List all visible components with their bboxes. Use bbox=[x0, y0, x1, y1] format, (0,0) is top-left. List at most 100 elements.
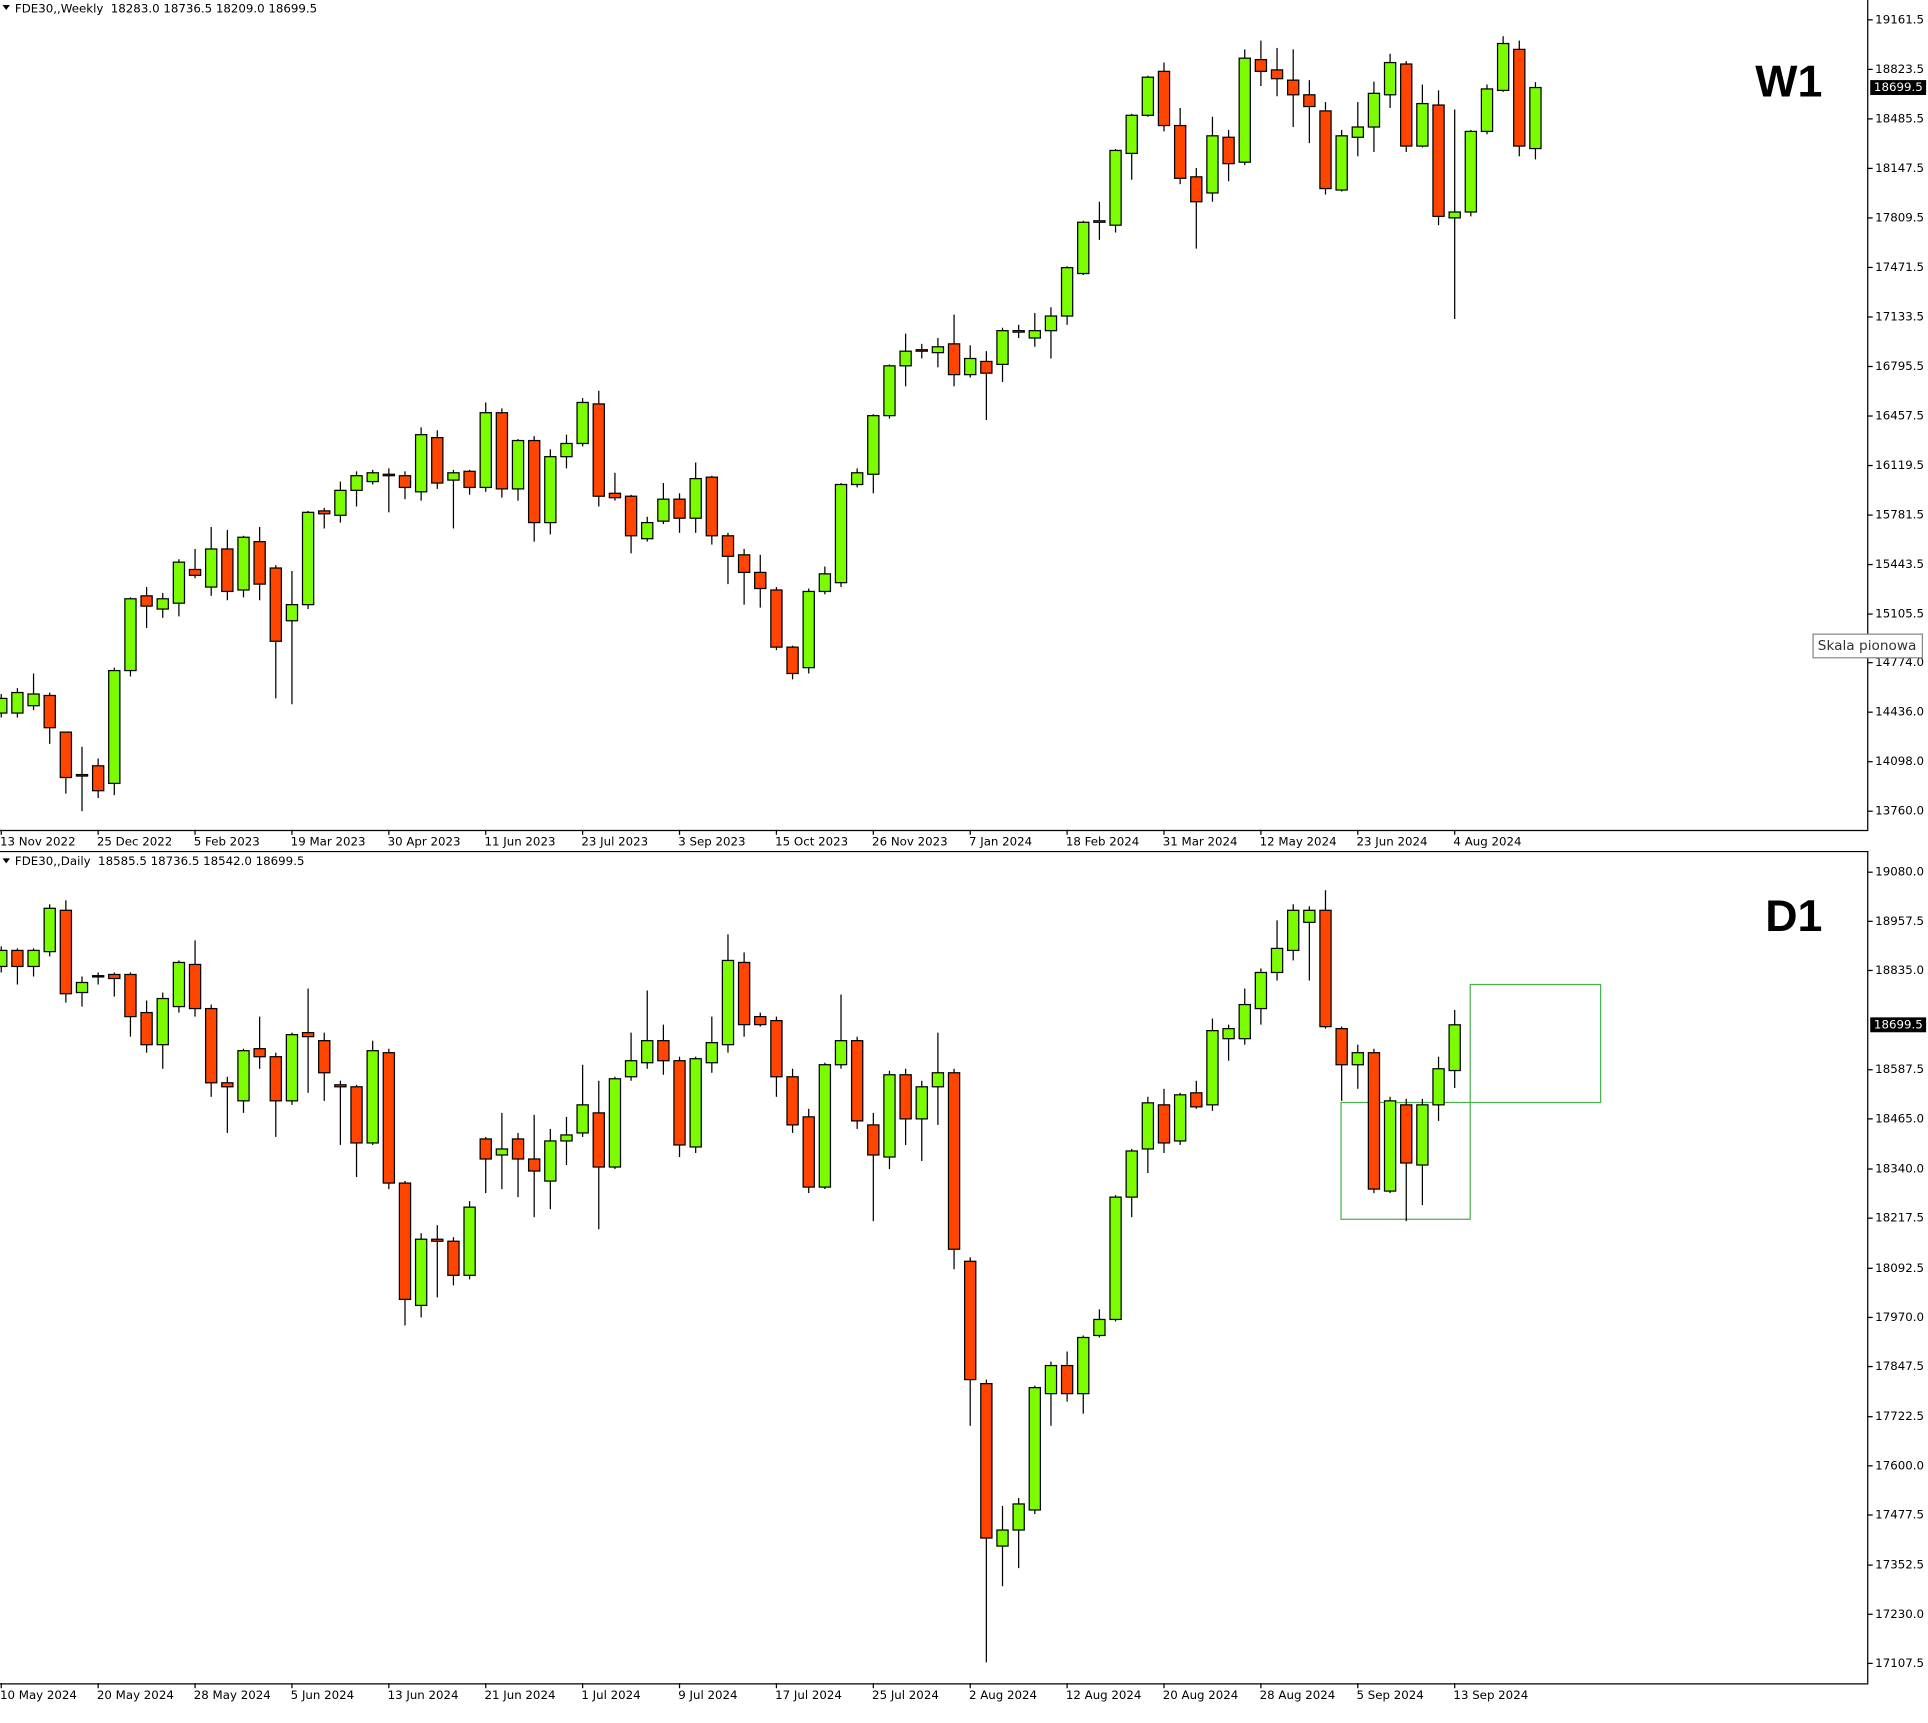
candle-body bbox=[204, 548, 218, 588]
tooltip-text: Skala pionowa bbox=[1818, 638, 1917, 654]
candle-body bbox=[980, 360, 993, 374]
candle-body bbox=[1286, 79, 1300, 96]
timeframe-label: D1 bbox=[1765, 892, 1822, 941]
candle-body bbox=[1529, 86, 1542, 150]
y-tick-label: 16457.5 bbox=[1875, 409, 1924, 423]
candle-body bbox=[673, 498, 686, 519]
candle-body bbox=[156, 598, 169, 610]
candle-body bbox=[43, 694, 56, 729]
x-tick-label: 18 Feb 2024 bbox=[1066, 835, 1139, 849]
candle-body bbox=[1400, 63, 1413, 147]
candle-body bbox=[511, 1138, 525, 1160]
y-tick-label: 17600.0 bbox=[1875, 1458, 1924, 1472]
y-tick-label: 17477.5 bbox=[1875, 1507, 1924, 1521]
x-tick-label: 20 May 2024 bbox=[97, 1688, 174, 1702]
candle-body bbox=[721, 959, 735, 1046]
y-tick-label: 14436.0 bbox=[1875, 705, 1924, 719]
candle-body bbox=[1286, 909, 1300, 952]
y-tick-label: 18092.5 bbox=[1875, 1261, 1924, 1275]
candle-body bbox=[1238, 57, 1251, 163]
candle-body bbox=[1173, 1094, 1187, 1142]
y-tick-label: 15781.5 bbox=[1875, 508, 1924, 522]
candle-body bbox=[124, 973, 137, 1018]
candle-body bbox=[899, 350, 912, 367]
candle-body bbox=[27, 949, 40, 968]
candle-body bbox=[624, 1060, 638, 1078]
candle-body bbox=[963, 1260, 977, 1381]
candle-body bbox=[721, 535, 735, 557]
y-tick-label: 16119.5 bbox=[1875, 458, 1924, 472]
x-tick-label: 20 Aug 2024 bbox=[1163, 1688, 1239, 1702]
candle-body bbox=[802, 1116, 815, 1188]
candle-body bbox=[221, 548, 234, 593]
y-tick-label: 19080.0 bbox=[1875, 865, 1924, 879]
x-tick-label: 31 Mar 2024 bbox=[1163, 835, 1238, 849]
candle-body bbox=[754, 571, 767, 590]
candle-body bbox=[1077, 1336, 1090, 1395]
candle-body bbox=[608, 1078, 622, 1168]
candle-body bbox=[495, 412, 509, 490]
candle-body bbox=[1270, 69, 1284, 80]
candle-body bbox=[996, 330, 1009, 365]
ohlc-values: 18283.0 18736.5 18209.0 18699.5 bbox=[111, 1, 317, 15]
collapse-icon[interactable] bbox=[2, 858, 10, 864]
candle-body bbox=[414, 434, 428, 493]
price-tag-label: 18699.5 bbox=[1874, 1017, 1923, 1031]
candle-body bbox=[398, 475, 412, 489]
drawn-rectangle[interactable] bbox=[1469, 983, 1602, 1104]
candle-body bbox=[75, 773, 89, 777]
x-tick-label: 30 Apr 2023 bbox=[388, 835, 461, 849]
x-tick-label: 23 Jul 2023 bbox=[581, 835, 648, 849]
candle-body bbox=[834, 1040, 848, 1066]
x-tick-label: 13 Nov 2022 bbox=[0, 835, 76, 849]
candle-body bbox=[576, 1104, 589, 1134]
candle-body bbox=[285, 604, 299, 622]
candle-body bbox=[1383, 61, 1397, 96]
candle-body bbox=[91, 765, 105, 792]
candle-body bbox=[382, 1052, 396, 1184]
candle-body bbox=[915, 1086, 928, 1120]
candle-body bbox=[1077, 221, 1090, 275]
candle-body bbox=[1125, 1150, 1138, 1198]
candle-body bbox=[479, 412, 492, 489]
chart-header: FDE30,,Daily 18585.5 18736.5 18542.0 1869… bbox=[15, 853, 305, 867]
candle-body bbox=[931, 1072, 945, 1088]
candle-body bbox=[350, 475, 363, 491]
candle-body bbox=[301, 511, 315, 606]
y-tick-label: 18823.5 bbox=[1875, 62, 1924, 76]
ohlc-values: 18585.5 18736.5 18542.0 18699.5 bbox=[98, 853, 304, 867]
candle-body bbox=[1496, 42, 1510, 92]
x-tick-label: 4 Aug 2024 bbox=[1453, 835, 1521, 849]
candle-body bbox=[59, 909, 73, 995]
candle-body bbox=[899, 1074, 912, 1120]
candle-body bbox=[1206, 1030, 1219, 1106]
candle-body bbox=[366, 472, 379, 483]
candle-body bbox=[867, 415, 880, 475]
symbol-title: FDE30,,Daily bbox=[15, 853, 91, 867]
candle-body bbox=[43, 907, 56, 953]
x-tick-label: 26 Nov 2023 bbox=[872, 835, 948, 849]
x-tick-label: 10 May 2024 bbox=[0, 1688, 77, 1702]
candle-body bbox=[253, 1048, 266, 1058]
candle-body bbox=[737, 961, 751, 1026]
candle-body bbox=[931, 346, 945, 354]
candle-body bbox=[1416, 102, 1429, 147]
candle-body bbox=[0, 949, 8, 968]
y-tick-label: 18340.0 bbox=[1875, 1162, 1924, 1176]
price-tag bbox=[1870, 80, 1927, 95]
candle-body bbox=[1093, 220, 1106, 223]
collapse-icon[interactable] bbox=[2, 4, 10, 10]
candle-body bbox=[463, 1206, 476, 1276]
candle-body bbox=[1351, 126, 1365, 138]
x-tick-label: 1 Jul 2024 bbox=[581, 1688, 640, 1702]
candle-body bbox=[544, 1140, 557, 1182]
candle-body bbox=[850, 472, 864, 486]
x-tick-label: 28 May 2024 bbox=[194, 1688, 271, 1702]
candle-body bbox=[527, 1158, 541, 1172]
x-tick-label: 25 Dec 2022 bbox=[97, 835, 172, 849]
candle-body bbox=[1513, 48, 1526, 147]
candle-body bbox=[1383, 1100, 1397, 1192]
y-tick-label: 17847.5 bbox=[1875, 1359, 1924, 1373]
candle-body bbox=[269, 1056, 283, 1102]
